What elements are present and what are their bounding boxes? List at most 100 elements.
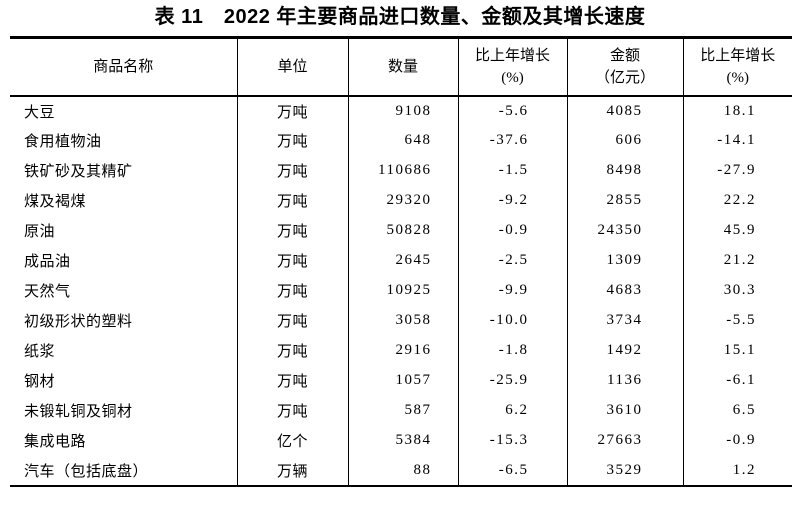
- quantity-growth-cell: -9.2: [457, 185, 567, 216]
- col-header-amount-growth-label: 比上年增长: [700, 47, 776, 64]
- unit-cell: 万吨: [236, 125, 348, 156]
- quantity-cell: 29320: [347, 185, 458, 216]
- quantity-growth-cell: -37.6: [457, 125, 567, 156]
- commodity-name-cell: 钢材: [24, 374, 56, 390]
- imports-table: 商品名称 单位 数量 比上年增长 (%) 金额 （亿元） 比上年增长 (%) 大…: [10, 36, 792, 487]
- table-row: 天然气 万吨 10925 -9.9 4683 30.3: [10, 275, 792, 306]
- quantity-growth-cell: -1.5: [457, 155, 567, 186]
- quantity-cell: 5384: [347, 425, 458, 456]
- table-header-row: 商品名称 单位 数量 比上年增长 (%) 金额 （亿元） 比上年增长 (%): [10, 37, 792, 97]
- quantity-growth-cell: -10.0: [457, 305, 567, 336]
- amount-growth-cell: 30.3: [682, 275, 792, 306]
- unit-cell: 万吨: [236, 305, 348, 336]
- unit-cell: 万吨: [236, 95, 348, 126]
- amount-growth-cell: -27.9: [682, 155, 792, 186]
- col-header-unit-label: 单位: [277, 58, 308, 75]
- unit-cell: 万辆: [236, 455, 348, 486]
- table-row: 集成电路 亿个 5384 -15.3 27663 -0.9: [10, 425, 792, 456]
- col-header-quantity: 数量: [347, 37, 458, 97]
- col-header-amount-label: 金额: [609, 47, 640, 64]
- col-header-unit: 单位: [236, 37, 348, 97]
- quantity-cell: 3058: [347, 305, 458, 336]
- amount-cell: 4085: [566, 95, 683, 126]
- unit-cell: 亿个: [236, 425, 348, 456]
- unit-cell: 万吨: [236, 275, 348, 306]
- table-body: 大豆 万吨 9108 -5.6 4085 18.1 食用植物油 万吨 648 -…: [10, 95, 792, 486]
- amount-growth-cell: -14.1: [682, 125, 792, 156]
- commodity-name-cell: 煤及褐煤: [24, 194, 87, 210]
- quantity-growth-cell: -25.9: [457, 365, 567, 396]
- page-title: 表 11 2022 年主要商品进口数量、金额及其增长速度: [154, 6, 646, 28]
- table-row: 大豆 万吨 9108 -5.6 4085 18.1: [10, 95, 792, 126]
- amount-cell: 24350: [566, 215, 683, 246]
- quantity-cell: 88: [347, 455, 458, 486]
- amount-cell: 8498: [566, 155, 683, 186]
- amount-growth-cell: 45.9: [682, 215, 792, 246]
- commodity-name-cell: 原油: [24, 224, 56, 240]
- quantity-cell: 2916: [347, 335, 458, 366]
- amount-cell: 1136: [566, 365, 683, 396]
- quantity-cell: 50828: [347, 215, 458, 246]
- amount-growth-cell: 18.1: [682, 95, 792, 126]
- commodity-name-cell: 天然气: [24, 284, 71, 300]
- table-row: 未锻轧铜及铜材 万吨 587 6.2 3610 6.5: [10, 395, 792, 426]
- table-row: 成品油 万吨 2645 -2.5 1309 21.2: [10, 245, 792, 276]
- unit-cell: 万吨: [236, 245, 348, 276]
- col-header-quantity-label: 数量: [387, 58, 418, 75]
- col-header-quantity-growth-label: 比上年增长: [474, 47, 550, 64]
- quantity-growth-cell: 6.2: [457, 395, 567, 426]
- amount-cell: 3734: [566, 305, 683, 336]
- amount-cell: 606: [566, 125, 683, 156]
- commodity-name-cell: 大豆: [24, 104, 56, 121]
- commodity-name-cell: 铁矿砂及其精矿: [24, 164, 133, 180]
- table-header: 商品名称 单位 数量 比上年增长 (%) 金额 （亿元） 比上年增长 (%): [10, 37, 792, 97]
- amount-cell: 2855: [566, 185, 683, 216]
- amount-growth-cell: 21.2: [682, 245, 792, 276]
- amount-cell: 4683: [566, 275, 683, 306]
- quantity-cell: 2645: [347, 245, 458, 276]
- unit-cell: 万吨: [236, 335, 348, 366]
- quantity-growth-cell: -9.9: [457, 275, 567, 306]
- commodity-name-cell: 集成电路: [24, 434, 87, 450]
- table-row: 钢材 万吨 1057 -25.9 1136 -6.1: [10, 365, 792, 396]
- table-row: 纸浆 万吨 2916 -1.8 1492 15.1: [10, 335, 792, 366]
- amount-growth-cell: 6.5: [682, 395, 792, 426]
- unit-cell: 万吨: [236, 185, 348, 216]
- table-row: 原油 万吨 50828 -0.9 24350 45.9: [10, 215, 792, 246]
- quantity-growth-cell: -2.5: [457, 245, 567, 276]
- commodity-name-cell: 未锻轧铜及铜材: [24, 404, 133, 420]
- amount-cell: 3529: [566, 455, 683, 486]
- amount-growth-cell: -5.5: [682, 305, 792, 336]
- unit-cell: 万吨: [236, 155, 348, 186]
- amount-growth-cell: -0.9: [682, 425, 792, 456]
- commodity-name-cell: 食用植物油: [24, 134, 102, 150]
- col-header-amount: 金额 （亿元）: [566, 37, 683, 97]
- col-header-amount-growth: 比上年增长 (%): [682, 37, 792, 97]
- unit-cell: 万吨: [236, 215, 348, 246]
- unit-cell: 万吨: [236, 395, 348, 426]
- amount-growth-cell: -6.1: [682, 365, 792, 396]
- quantity-cell: 10925: [347, 275, 458, 306]
- amount-cell: 1492: [566, 335, 683, 366]
- quantity-growth-cell: -1.8: [457, 335, 567, 366]
- quantity-cell: 1057: [347, 365, 458, 396]
- unit-cell: 万吨: [236, 365, 348, 396]
- table-row: 汽车（包括底盘） 万辆 88 -6.5 3529 1.2: [10, 455, 792, 486]
- quantity-cell: 110686: [347, 155, 458, 186]
- quantity-growth-cell: -15.3: [457, 425, 567, 456]
- col-header-commodity-label: 商品名称: [93, 58, 154, 75]
- amount-cell: 3610: [566, 395, 683, 426]
- quantity-cell: 587: [347, 395, 458, 426]
- table-row: 煤及褐煤 万吨 29320 -9.2 2855 22.2: [10, 185, 792, 216]
- col-header-quantity-growth-sub: (%): [501, 69, 524, 86]
- amount-growth-cell: 1.2: [682, 455, 792, 486]
- col-header-commodity: 商品名称: [10, 37, 237, 97]
- quantity-growth-cell: -5.6: [457, 95, 567, 126]
- commodity-name-cell: 纸浆: [24, 344, 56, 360]
- commodity-name-cell: 汽车（包括底盘）: [24, 463, 149, 480]
- table-row: 食用植物油 万吨 648 -37.6 606 -14.1: [10, 125, 792, 156]
- quantity-growth-cell: -0.9: [457, 215, 567, 246]
- quantity-growth-cell: -6.5: [457, 455, 567, 486]
- quantity-cell: 9108: [347, 95, 458, 126]
- commodity-name-cell: 初级形状的塑料: [24, 314, 133, 330]
